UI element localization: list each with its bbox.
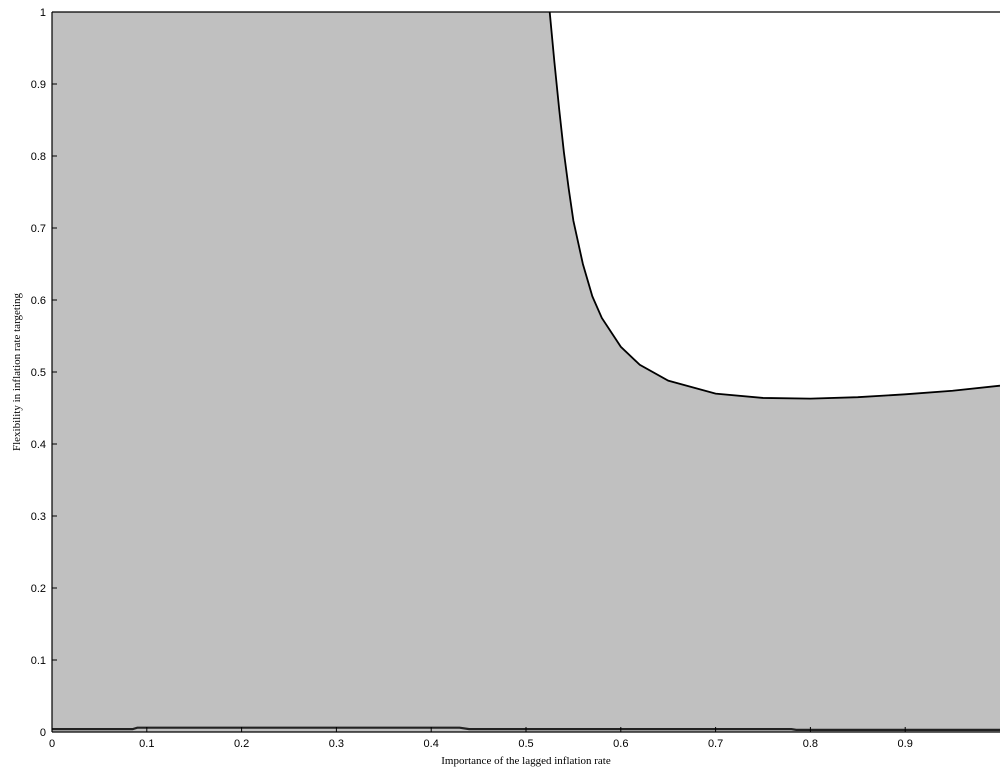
y-tick-label: 0 [40,727,46,739]
x-tick-label: 0.3 [329,738,344,750]
y-tick-label: 0.3 [31,511,46,523]
x-tick-label: 0.9 [898,738,913,750]
x-axis-label: Importance of the lagged inflation rate [441,755,611,767]
x-tick-label: 0.6 [613,738,628,750]
y-axis-label: Flexibility in inflation rate targeting [11,292,23,451]
x-tick-label: 0.1 [139,738,154,750]
y-tick-label: 0.4 [31,439,46,451]
x-tick-label: 0 [49,738,55,750]
x-tick-label: 0.2 [234,738,249,750]
x-axis: 0 0.1 0.2 0.3 0.4 0.5 0.6 0.7 0.8 0.9 [49,727,913,750]
x-tick-label: 0.5 [518,738,533,750]
y-axis: 0 0.1 0.2 0.3 0.4 0.5 0.6 0.7 0.8 0.9 1 [31,7,57,739]
y-tick-label: 0.2 [31,583,46,595]
shaded-region [52,12,1000,732]
y-tick-label: 0.6 [31,295,46,307]
y-tick-label: 0.8 [31,151,46,163]
x-tick-label: 0.4 [424,738,439,750]
plot-area [51,11,1000,733]
y-tick-label: 0.5 [31,367,46,379]
y-tick-label: 0.1 [31,655,46,667]
y-tick-label: 0.9 [31,79,46,91]
x-tick-label: 0.8 [803,738,818,750]
y-tick-label: 1 [40,7,46,19]
boundary-curve [548,11,1000,400]
y-tick-label: 0.7 [31,223,46,235]
lower-curve [52,726,1000,731]
x-tick-label: 0.7 [708,738,723,750]
